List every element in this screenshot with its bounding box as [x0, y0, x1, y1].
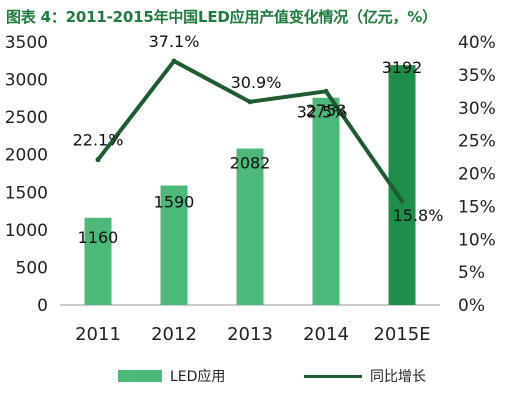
- y-right-tick-label: 35%: [458, 66, 496, 86]
- y-left-tick-label: 500: [16, 258, 48, 278]
- bar: [160, 185, 188, 305]
- y-right-tick-label: 15%: [458, 197, 496, 217]
- legend-item-line: 同比增长: [304, 366, 426, 386]
- line-point: [323, 88, 329, 94]
- y-right-tick-label: 10%: [458, 230, 496, 250]
- y-right-tick-label: 30%: [458, 99, 496, 119]
- y-left-tick-label: 2500: [5, 108, 48, 128]
- line-value-label: 22.1%: [73, 131, 124, 150]
- x-tick-label: 2011: [75, 324, 121, 345]
- x-tick-label: 2013: [227, 324, 273, 345]
- bar: [312, 97, 340, 305]
- bar: [236, 148, 264, 305]
- bar-value-label: 1160: [78, 228, 119, 247]
- line-point: [247, 99, 253, 105]
- legend-line-swatch: [304, 374, 362, 378]
- y-right-tick-label: 0%: [458, 296, 485, 316]
- line-point: [399, 198, 405, 204]
- x-tick-label: 2015E: [373, 324, 430, 345]
- y-left-tick-label: 3500: [5, 33, 48, 53]
- x-tick-label: 2014: [303, 324, 349, 345]
- legend-bar-label: LED应用: [170, 369, 226, 385]
- bar-value-label: 1590: [154, 193, 195, 212]
- bar-value-label: 2082: [230, 154, 271, 173]
- line-value-label: 30.9%: [231, 73, 282, 92]
- line-value-label: 37.1%: [149, 32, 200, 51]
- line-point: [171, 58, 177, 64]
- bar-value-label: 3192: [382, 58, 423, 77]
- bar: [84, 217, 112, 305]
- chart-title: 图表 4：2011-2015年中国LED应用产值变化情况（亿元，%）: [6, 8, 437, 26]
- x-tick-label: 2012: [151, 324, 197, 345]
- y-left-tick-label: 3000: [5, 71, 48, 91]
- legend-line-label: 同比增长: [370, 369, 426, 385]
- y-left-tick-label: 1500: [5, 183, 48, 203]
- y-right-tick-label: 40%: [458, 33, 496, 53]
- y-right-tick-label: 5%: [458, 263, 485, 283]
- y-left-tick-label: 1000: [5, 221, 48, 241]
- line-value-label: 32.5%: [297, 102, 348, 121]
- y-right-tick-label: 20%: [458, 165, 496, 185]
- line-value-label: 15.8%: [393, 206, 444, 225]
- line-point: [95, 157, 101, 163]
- chart-legend: LED应用 同比增长: [0, 360, 515, 394]
- y-left-tick-label: 0: [37, 296, 48, 316]
- legend-item-bar: LED应用: [118, 366, 225, 386]
- y-left-tick-label: 2000: [5, 146, 48, 166]
- legend-bar-swatch: [118, 370, 162, 382]
- y-right-tick-label: 25%: [458, 132, 496, 152]
